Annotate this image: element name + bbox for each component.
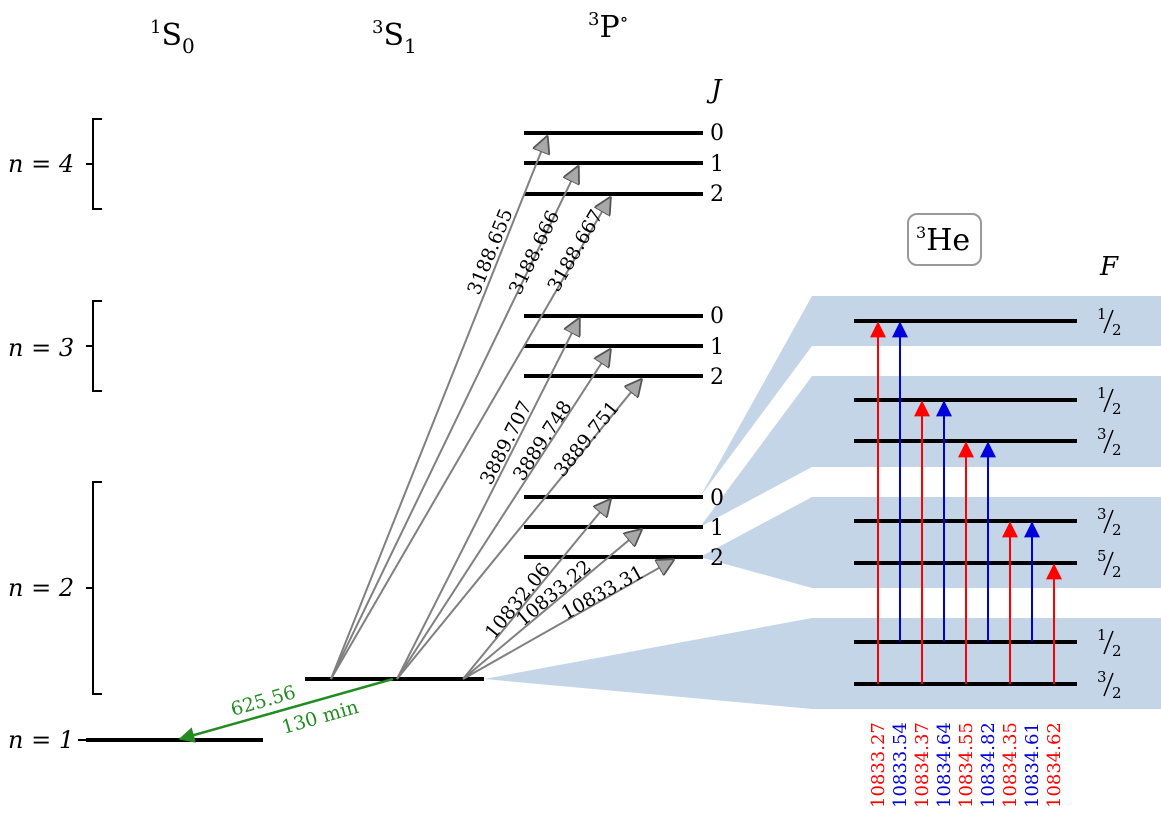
f-slash <box>1103 551 1114 576</box>
bracket-n4 <box>86 118 102 210</box>
arrow-3p0 <box>396 319 579 680</box>
j-3p2: 2 <box>710 365 724 390</box>
f-label-2: 12 <box>1097 384 1122 418</box>
arrow-2p1 <box>462 530 641 680</box>
bracket-n3 <box>86 300 102 392</box>
j-4p2: 2 <box>710 182 724 207</box>
f-denominator: 2 <box>1112 642 1122 660</box>
f-denominator: 2 <box>1112 521 1122 539</box>
arrow-3p2 <box>396 380 641 680</box>
hyperfine-wavelength-labels: 10833.27 10833.54 10834.37 10834.64 10834.55… <box>868 722 1065 808</box>
hf-label-10834-82: 10834.82 <box>978 722 999 808</box>
term-1s0: 1S0 <box>150 17 195 58</box>
f-denominator: 2 <box>1112 441 1122 459</box>
f-denominator: 2 <box>1112 321 1122 339</box>
f-slash <box>1103 672 1114 697</box>
hf-label-10833-27: 10833.27 <box>868 722 889 808</box>
hf-label-10834-64: 10834.64 <box>934 722 955 808</box>
f-numerator: 5 <box>1097 547 1107 565</box>
term-3p: 3P∘ <box>588 9 628 45</box>
f-numerator: 1 <box>1097 305 1107 323</box>
f-slash <box>1103 388 1114 413</box>
f-numerator: 1 <box>1097 384 1107 402</box>
he3-label: 3He <box>916 223 970 258</box>
j-3p0: 0 <box>710 304 724 329</box>
transition-arrows <box>330 137 673 680</box>
arrow-4p0 <box>330 137 547 680</box>
hyperfine-levels <box>854 319 1077 686</box>
f-label-5: 52 <box>1097 547 1122 581</box>
f-numerator: 1 <box>1097 626 1107 644</box>
f-numerator: 3 <box>1097 668 1107 686</box>
hyperfine-arrows <box>870 321 1062 684</box>
f-slash <box>1103 630 1114 655</box>
arrow-2p0 <box>462 500 610 680</box>
j-4p0: 0 <box>710 121 724 146</box>
f-label-1: 12 <box>1097 305 1122 339</box>
bracket-n2 <box>86 481 102 695</box>
f-numerator: 3 <box>1097 425 1107 443</box>
arrow-4p2 <box>330 198 610 680</box>
f-numerator: 3 <box>1097 505 1107 523</box>
hf-label-10834-35: 10834.35 <box>1000 722 1021 808</box>
n2-label: n = 2 <box>8 574 74 602</box>
band-2s <box>484 618 1161 709</box>
f-label-4: 32 <box>1097 505 1122 539</box>
n4-label: n = 4 <box>8 150 74 178</box>
f-label-7: 32 <box>1097 668 1122 702</box>
j-3p1: 1 <box>710 335 724 360</box>
j-2p2: 2 <box>710 546 724 571</box>
arrow-2p2 <box>462 560 673 680</box>
band-2p2 <box>700 497 1161 588</box>
f-label-3: 32 <box>1097 425 1122 459</box>
arrow-4p1 <box>330 167 578 680</box>
j-4p1: 1 <box>710 152 724 177</box>
hf-label-10834-62: 10834.62 <box>1044 722 1065 808</box>
j-2p1: 1 <box>710 516 724 541</box>
hf-label-10834-37: 10834.37 <box>912 722 933 808</box>
hf-label-10834-61: 10834.61 <box>1022 722 1043 808</box>
f-label-6: 12 <box>1097 626 1122 660</box>
f-slash <box>1103 509 1114 534</box>
hyperfine-bands <box>484 296 1161 709</box>
n1-label: n = 1 <box>8 726 74 754</box>
band-2p0 <box>700 296 1161 497</box>
f-denominator: 2 <box>1112 684 1122 702</box>
he3-box <box>907 213 982 266</box>
energy-levels <box>86 131 703 742</box>
j-header: J <box>706 75 723 105</box>
decay-arrow <box>178 677 394 743</box>
f-header: F <box>1099 252 1119 282</box>
hf-label-10834-55: 10834.55 <box>956 722 977 808</box>
f-slash <box>1103 429 1114 454</box>
n-brackets <box>78 118 102 741</box>
f-slash <box>1103 309 1114 334</box>
hf-label-10833-54: 10833.54 <box>890 722 911 808</box>
n3-label: n = 3 <box>8 334 74 362</box>
term-3s1: 3S1 <box>372 17 417 58</box>
f-denominator: 2 <box>1112 400 1122 418</box>
f-denominator: 2 <box>1112 563 1122 581</box>
band-2p1 <box>700 376 1161 527</box>
arrow-3p1 <box>396 350 610 680</box>
j-2p0: 0 <box>710 486 724 511</box>
